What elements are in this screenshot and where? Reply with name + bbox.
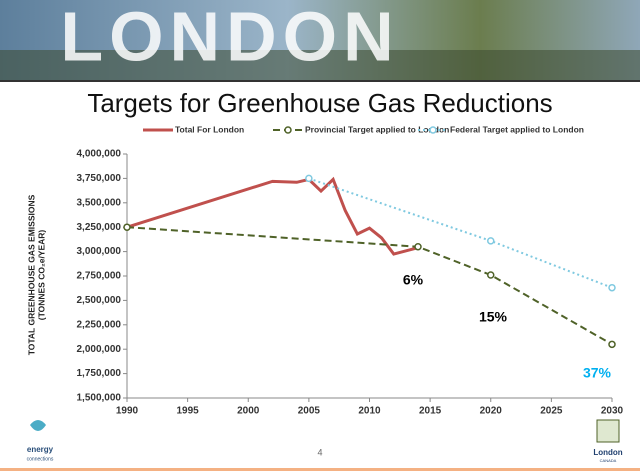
data-point <box>123 223 131 231</box>
annotation: 6% <box>403 272 424 288</box>
y-tick-label: 1,500,000 <box>77 393 122 404</box>
logo-right: London <box>593 448 622 457</box>
x-tick-label: 2020 <box>480 406 503 417</box>
x-tick-label: 2030 <box>601 406 624 417</box>
y-tick-label: 4,000,000 <box>77 149 122 160</box>
y-tick-label: 2,500,000 <box>77 295 122 306</box>
banner-rule <box>0 80 640 82</box>
logo-icon <box>30 420 46 431</box>
legend-label: Federal Target applied to London <box>450 124 584 134</box>
logo-left-sub: connections <box>27 456 54 462</box>
banner-text: LONDON <box>60 0 399 75</box>
x-tick-label: 2025 <box>540 406 563 417</box>
logo-right-sub: CANADA <box>600 458 617 463</box>
legend-label: Provincial Target applied to London <box>305 124 449 134</box>
chart-title: Targets for Greenhouse Gas Reductions <box>87 88 552 118</box>
annotation: 37% <box>583 365 612 381</box>
footer-rule <box>0 468 640 471</box>
legend-label: Total For London <box>175 124 244 134</box>
series-line <box>308 177 613 289</box>
x-tick-label: 2005 <box>298 406 321 417</box>
x-tick-label: 2015 <box>419 406 442 417</box>
legend-marker <box>284 126 292 134</box>
y-tick-label: 1,750,000 <box>77 368 122 379</box>
y-tick-label: 2,750,000 <box>77 271 122 282</box>
y-axis-label: TOTAL GREENHOUSE GAS EMISSIONS <box>26 194 36 355</box>
banner-ground <box>0 50 640 80</box>
x-tick-label: 1995 <box>177 406 200 417</box>
x-tick-label: 2010 <box>358 406 381 417</box>
y-tick-label: 3,500,000 <box>77 197 122 208</box>
y-tick-label: 3,750,000 <box>77 173 122 184</box>
x-tick-label: 1990 <box>116 406 139 417</box>
data-point <box>305 174 313 183</box>
y-tick-label: 3,250,000 <box>77 222 122 233</box>
data-point <box>414 242 422 251</box>
y-axis-label: (TONNES CO₂e/YEAR) <box>36 230 46 321</box>
x-tick-label: 2000 <box>237 406 260 417</box>
logo-left: energy <box>27 445 54 454</box>
data-point <box>487 237 495 245</box>
data-point <box>608 340 616 349</box>
logo-crest <box>596 419 620 443</box>
y-tick-label: 3,000,000 <box>77 246 122 257</box>
legend-marker <box>429 126 437 134</box>
page-number: 4 <box>317 447 322 457</box>
y-tick-label: 2,250,000 <box>77 319 122 330</box>
data-point <box>608 283 616 292</box>
series-line <box>126 226 613 346</box>
y-tick-label: 2,000,000 <box>77 344 122 355</box>
data-point <box>487 271 495 279</box>
series-line <box>126 176 419 256</box>
annotation: 15% <box>479 309 508 325</box>
